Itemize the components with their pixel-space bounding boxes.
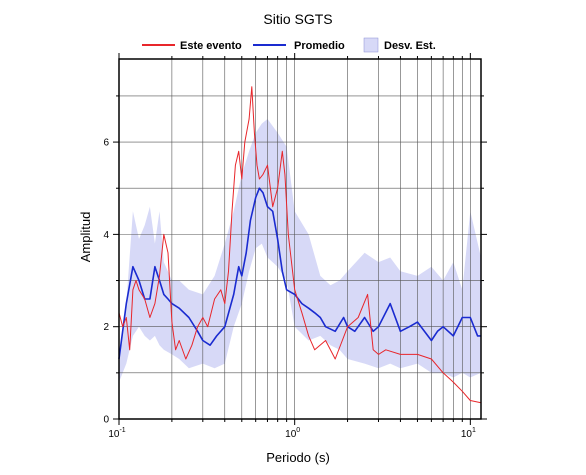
plot-frame: [118, 58, 482, 420]
legend-label-este-evento: Este evento: [180, 40, 242, 52]
x-axis-label: Periodo (s): [266, 450, 330, 465]
std-dev-band: [119, 119, 481, 383]
series-line-este-evento: [118, 86, 482, 404]
x-tick-label: 10-1: [108, 427, 125, 440]
legend-swatch-desv-est-: [363, 37, 379, 53]
x-tick-label: 101: [461, 427, 476, 440]
legend: Este evento Promedio Desv. Est.: [142, 37, 436, 53]
y-axis-label: Amplitud: [78, 212, 93, 263]
plot-area: 0 2 4 6 10-1 100 101: [103, 53, 487, 440]
y-tick-label: 4: [103, 230, 109, 241]
chart-title: Sitio SGTS: [263, 11, 332, 27]
y-tick-label: 2: [103, 322, 109, 333]
legend-label-promedio: Promedio: [294, 40, 345, 52]
legend-label-desv-est-: Desv. Est.: [384, 40, 436, 52]
x-tick-label: 100: [285, 427, 300, 440]
y-tick-label: 0: [103, 415, 109, 426]
y-tick-label: 6: [103, 138, 109, 149]
series-line-promedio: [118, 187, 481, 360]
